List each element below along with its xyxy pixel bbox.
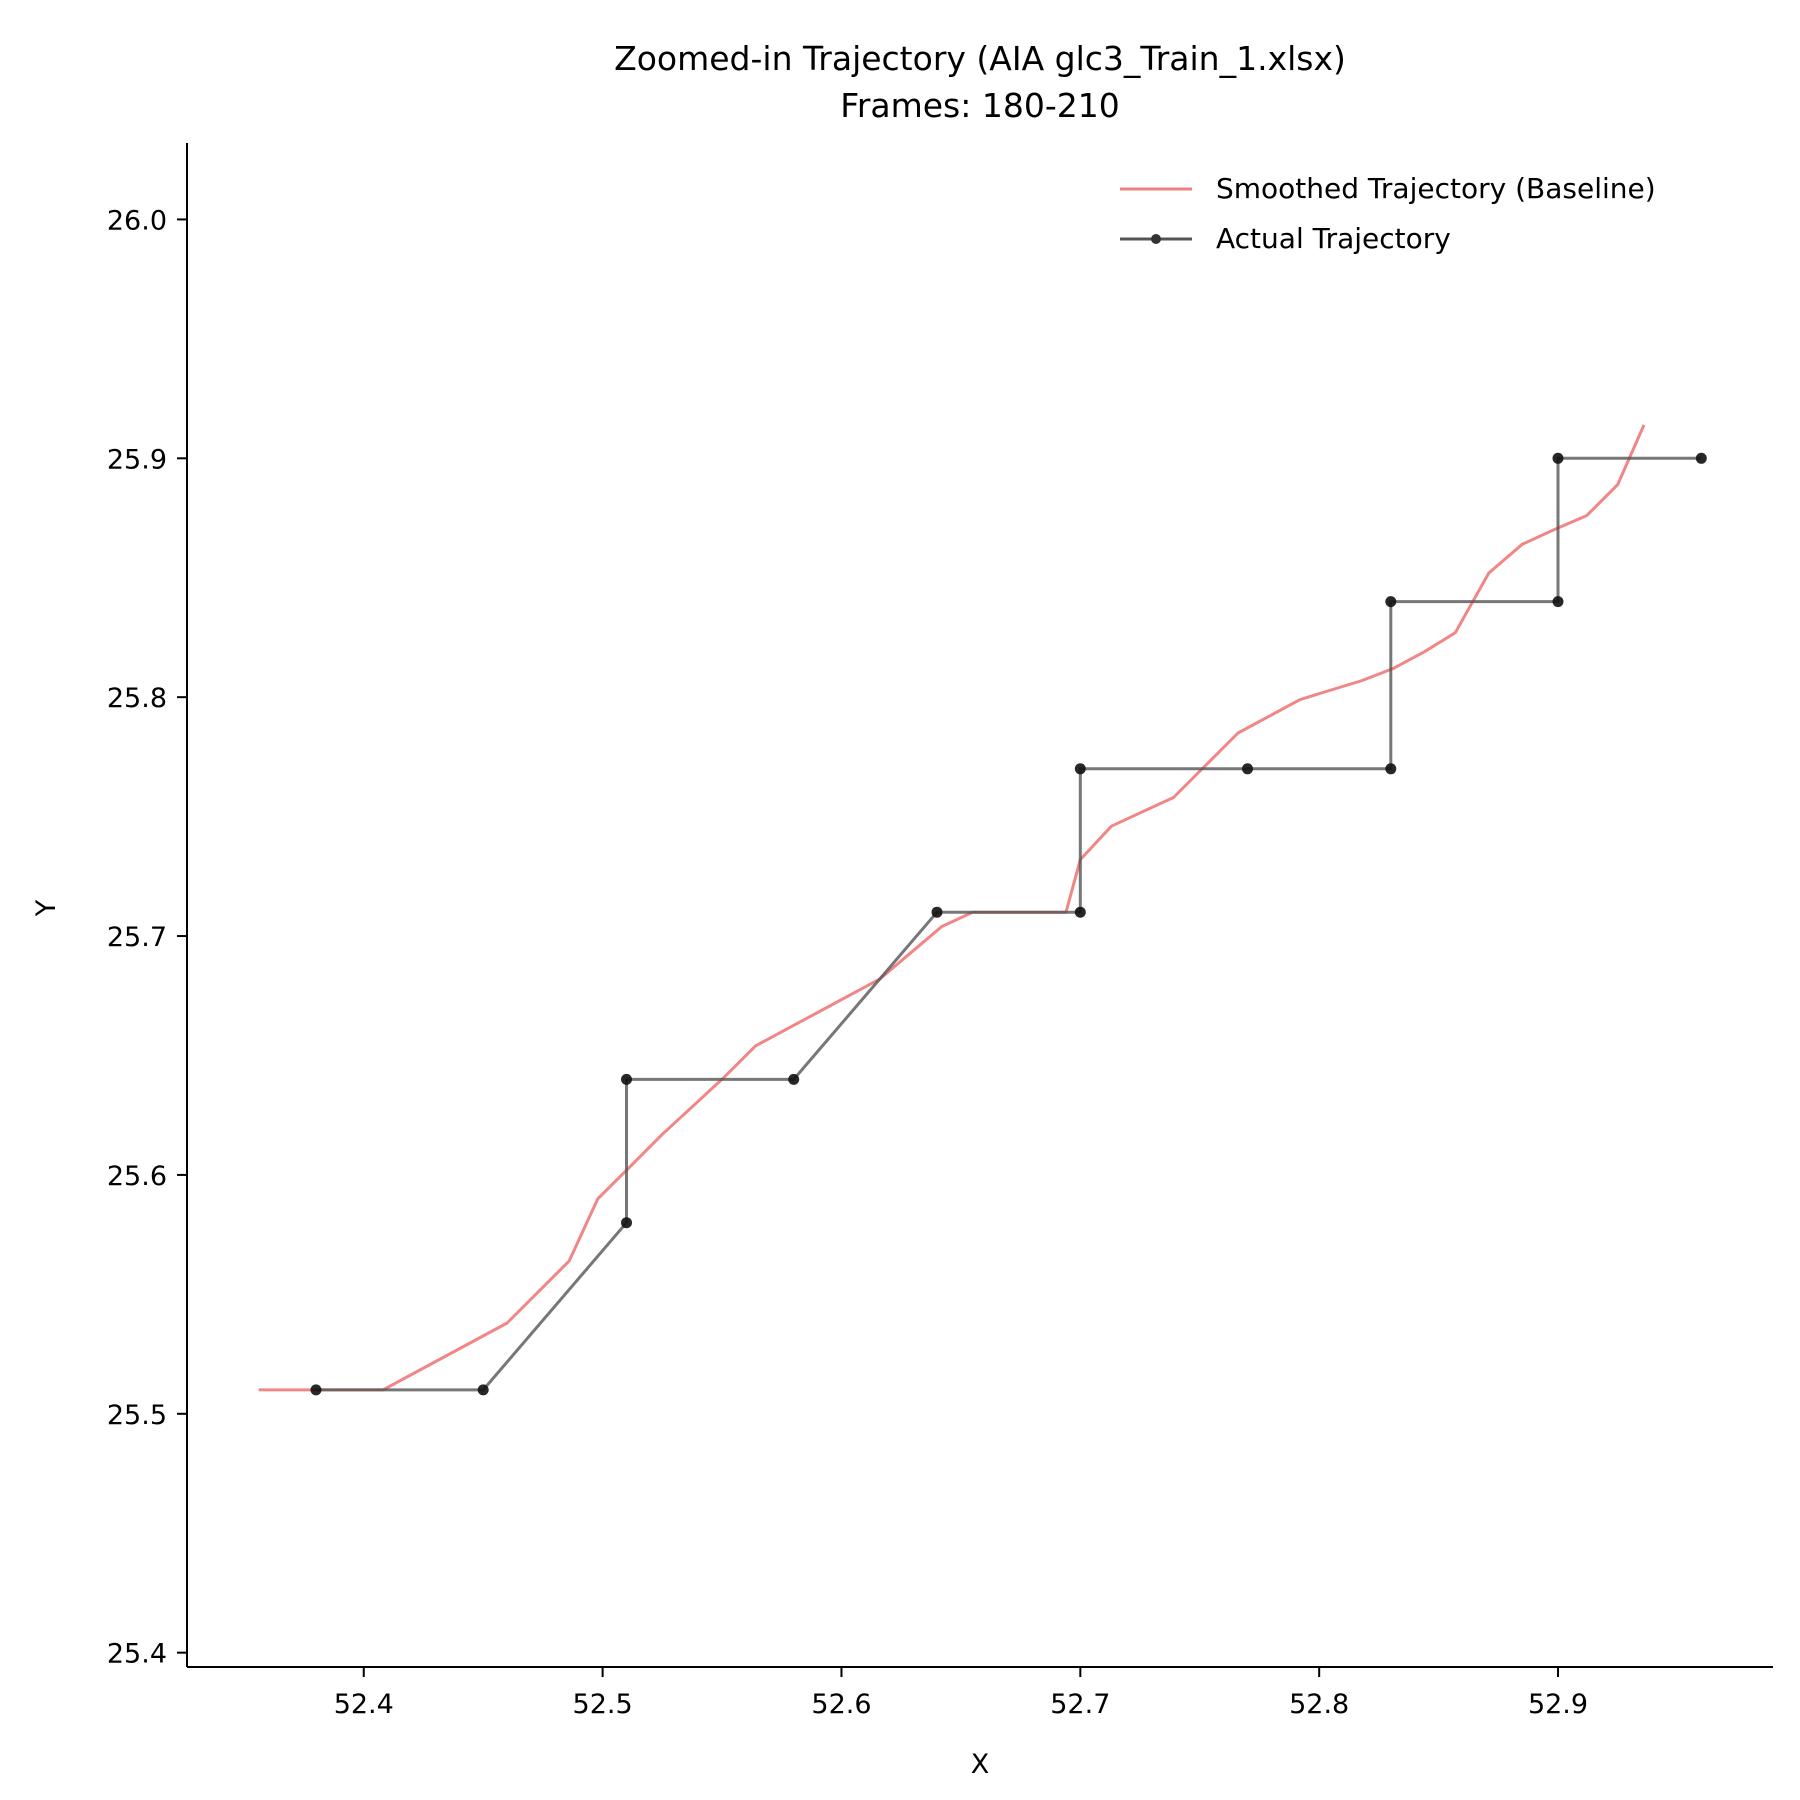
x-tick-label: 52.8 <box>1289 1689 1349 1720</box>
legend-actual-label: Actual Trajectory <box>1216 222 1451 255</box>
actual-trajectory-point <box>931 906 943 918</box>
chart-title: Zoomed-in Trajectory (AIA glc3_Train_1.x… <box>614 39 1346 78</box>
y-tick-label: 25.5 <box>107 1400 167 1431</box>
actual-trajectory-point <box>477 1384 489 1396</box>
x-tick-label: 52.7 <box>1050 1689 1110 1720</box>
actual-trajectory-point <box>1552 596 1564 608</box>
actual-trajectory-line <box>316 456 1702 1392</box>
x-tick-label: 52.6 <box>811 1689 871 1720</box>
legend-actual-marker <box>1151 234 1161 244</box>
x-tick-label: 52.9 <box>1528 1689 1588 1720</box>
chart-subtitle: Frames: 180-210 <box>840 86 1120 125</box>
x-axis-ticks: 52.4 52.5 52.6 52.7 52.8 52.9 <box>334 1667 1588 1720</box>
y-tick-label: 25.9 <box>107 444 167 475</box>
plot-area <box>258 424 1707 1396</box>
x-tick-label: 52.4 <box>334 1689 394 1720</box>
legend: Smoothed Trajectory (Baseline) Actual Tr… <box>1120 172 1656 255</box>
legend-smoothed-label: Smoothed Trajectory (Baseline) <box>1216 172 1656 205</box>
actual-trajectory-point <box>1074 763 1086 775</box>
y-axis-label: Y <box>31 899 62 917</box>
actual-trajectory-point <box>1385 596 1397 608</box>
actual-trajectory-point <box>1385 763 1397 775</box>
actual-trajectory-point <box>1552 452 1564 464</box>
y-tick-label: 25.4 <box>107 1639 167 1670</box>
actual-trajectory-point <box>621 1073 632 1085</box>
x-axis-label: X <box>971 1749 990 1780</box>
actual-trajectory-point <box>1242 763 1253 775</box>
y-axis-ticks: 25.4 25.5 25.6 25.7 25.8 25.9 26.0 <box>107 205 187 1670</box>
actual-trajectory-point <box>310 1384 322 1396</box>
y-tick-label: 25.6 <box>107 1161 167 1192</box>
x-tick-label: 52.5 <box>573 1689 633 1720</box>
actual-trajectory-point <box>621 1217 632 1229</box>
smoothed-trajectory-line <box>258 424 1646 1392</box>
actual-trajectory-point <box>1695 452 1707 464</box>
y-tick-label: 25.8 <box>107 683 167 714</box>
actual-trajectory-point <box>788 1073 800 1085</box>
y-tick-label: 26.0 <box>107 205 167 236</box>
y-tick-label: 25.7 <box>107 922 167 953</box>
actual-trajectory-point <box>1074 906 1086 918</box>
